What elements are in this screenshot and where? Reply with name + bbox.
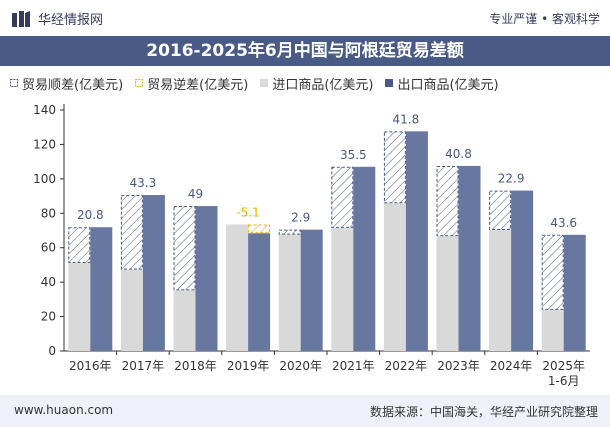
import-bar (120, 269, 143, 351)
surplus-bar (436, 165, 459, 237)
data-label: 35.5 (340, 148, 367, 162)
export-bar (458, 165, 481, 351)
y-tick-label: 120 (33, 137, 56, 151)
export-bar (195, 206, 218, 351)
x-tick-label: 2021年 (332, 359, 375, 373)
slogan: 专业严谨 • 客观科学 (489, 12, 600, 26)
x-tick-label: 2019年 (227, 359, 270, 373)
x-tick-label: 2017年 (122, 359, 165, 373)
y-tick-label: 100 (33, 172, 56, 186)
data-label: 22.9 (498, 172, 525, 186)
chart-title: 2016-2025年6月中国与阿根廷贸易差额 (146, 41, 464, 61)
surplus-bar (173, 206, 196, 291)
export-bar (563, 234, 586, 351)
surplus-bar (383, 131, 406, 204)
chart-legend: 贸易顺差(亿美元) 贸易逆差(亿美元) 进口商品(亿美元) 出口商品(亿美元) (10, 72, 511, 94)
legend-item-imports: 进口商品(亿美元) (260, 74, 373, 93)
surplus-bar (331, 166, 354, 228)
x-tick-label: 2023年 (437, 359, 480, 373)
legend-item-exports: 出口商品(亿美元) (385, 74, 499, 93)
data-label: 20.8 (77, 208, 104, 222)
y-tick-label: 60 (41, 241, 56, 255)
export-bar (353, 166, 376, 351)
x-tick-label: 2016年 (69, 359, 112, 373)
import-bar (383, 203, 406, 351)
import-bar (226, 224, 249, 351)
title-band: 2016-2025年6月中国与阿根廷贸易差额 (0, 36, 610, 66)
legend-label-imports: 进口商品(亿美元) (272, 77, 374, 93)
deficit-bar (248, 224, 271, 234)
surplus-bar (541, 234, 564, 310)
legend-item-surplus: 贸易顺差(亿美元) (10, 74, 123, 93)
y-tick-label: 40 (41, 275, 56, 289)
legend-swatch-exports-icon (385, 79, 394, 87)
y-tick-label: 20 (41, 310, 56, 324)
x-tick-label: 2018年 (174, 359, 217, 373)
import-bar (489, 229, 512, 351)
import-bar (436, 236, 459, 351)
surplus-bar (489, 190, 512, 230)
legend-swatch-imports-icon (260, 79, 269, 87)
export-bar (300, 229, 323, 351)
export-bar (90, 227, 113, 351)
legend-label-exports: 出口商品(亿美元) (397, 77, 499, 93)
import-bar (278, 234, 301, 351)
footer-url: www.huaon.com (14, 403, 114, 417)
brand: 华经情报网 (12, 9, 103, 28)
export-bar (405, 131, 428, 351)
chart-area: 0 20 40 60 80 100 120 140 20.8 2016年 43.3 2017年 49 20… (33, 103, 590, 388)
x-tick-label: 2025年 1-6月 (542, 359, 585, 388)
y-tick-label: 80 (41, 206, 56, 220)
surplus-bar (278, 229, 301, 235)
export-bar (142, 195, 165, 351)
surplus-bar (120, 195, 143, 270)
import-bar (331, 227, 354, 351)
legend-swatch-deficit-icon (135, 79, 144, 87)
import-bar (541, 309, 564, 351)
data-label: 40.8 (445, 147, 472, 161)
surplus-bar (68, 227, 91, 264)
brand-logo-icon (12, 10, 30, 27)
data-label: 49 (188, 187, 203, 201)
data-label: 43.6 (550, 216, 577, 230)
data-label: 41.8 (393, 112, 420, 126)
x-tick-label: 2020年 (279, 359, 322, 373)
top-bar: 华经情报网 专业严谨 • 客观科学 (0, 0, 610, 36)
y-tick-label: 140 (33, 103, 56, 117)
footer: www.huaon.com 数据来源：中国海关，华经产业研究院整理 (0, 395, 610, 427)
import-bar (173, 290, 196, 351)
export-bar (248, 233, 271, 351)
data-label: -5.1 (236, 205, 259, 219)
legend-label-deficit: 贸易逆差(亿美元) (147, 77, 249, 93)
legend-item-deficit: 贸易逆差(亿美元) (135, 74, 248, 93)
data-label: 2.9 (291, 211, 310, 225)
import-bar (68, 263, 91, 351)
x-tick-label: 2024年 (490, 359, 533, 373)
data-label: 43.3 (130, 176, 157, 190)
legend-swatch-surplus-icon (10, 79, 18, 87)
x-tick-label: 2022年 (385, 359, 428, 373)
legend-label-surplus: 贸易顺差(亿美元) (22, 77, 124, 93)
export-bar (511, 190, 534, 351)
y-tick-label: 0 (48, 344, 56, 358)
footer-source: 数据来源：中国海关，华经产业研究院整理 (369, 405, 598, 419)
brand-name: 华经情报网 (38, 13, 104, 28)
